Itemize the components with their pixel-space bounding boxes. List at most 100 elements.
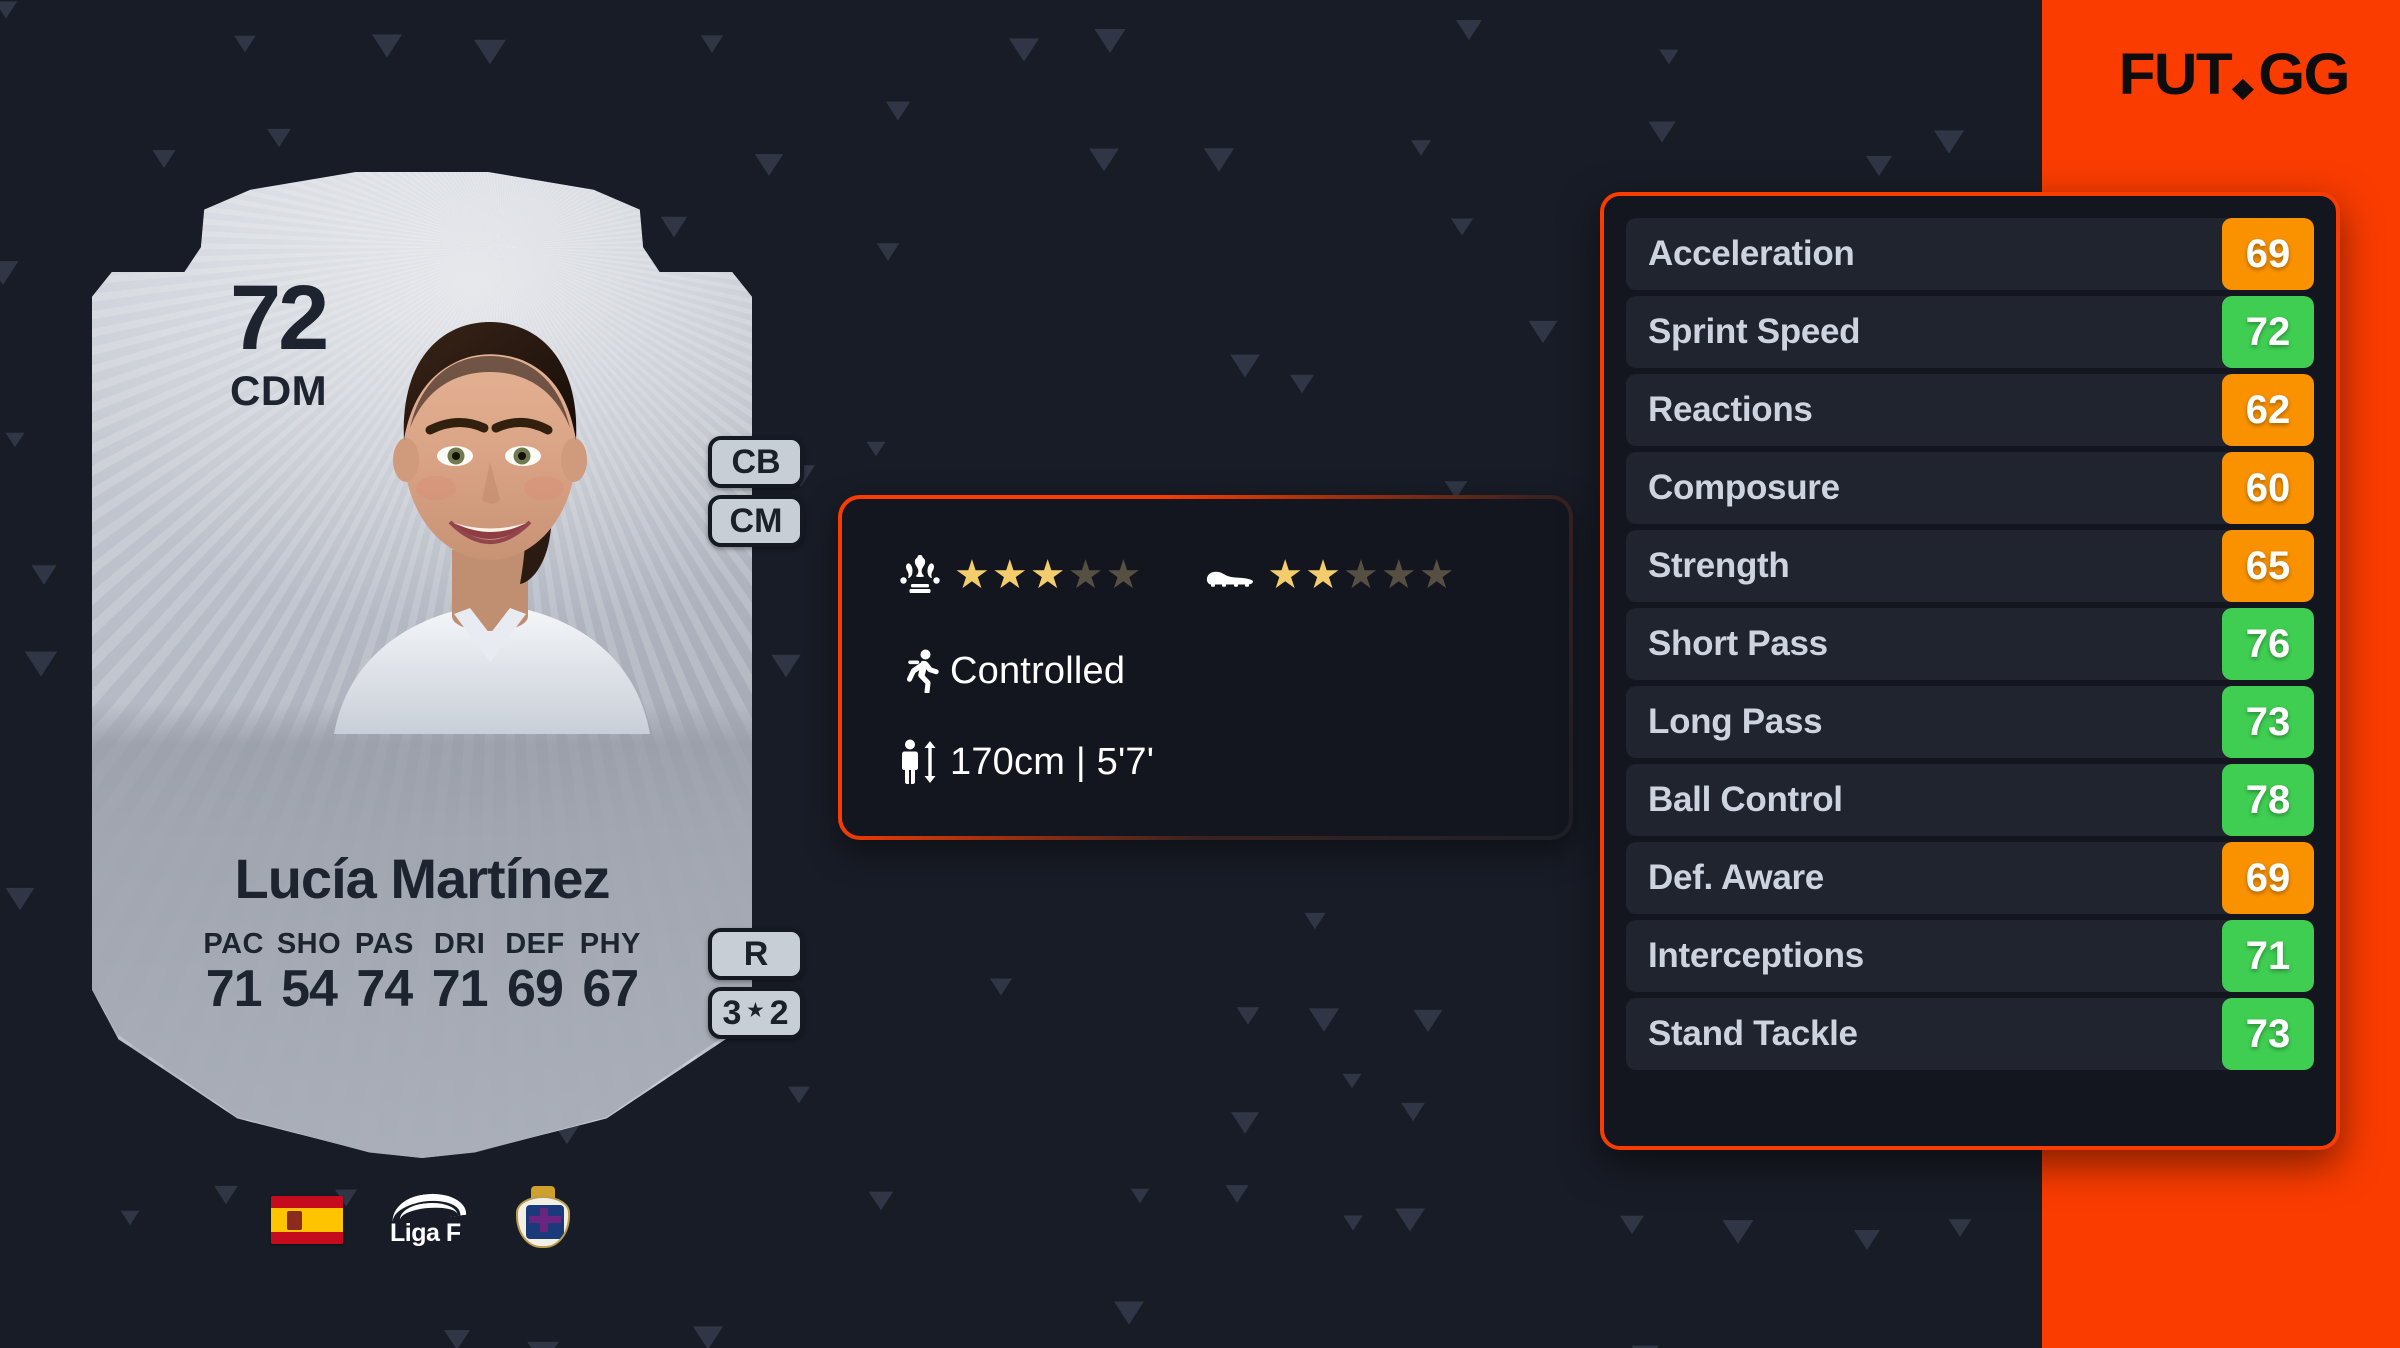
preferred-foot-badge[interactable]: R	[708, 928, 804, 980]
star-icon-filled: ★	[1305, 553, 1344, 597]
table-row[interactable]: Long Pass 73	[1626, 686, 2314, 758]
card-stat-sho: SHO 54	[271, 928, 346, 1017]
logo-diamond-dot-icon	[2231, 78, 2254, 100]
table-row[interactable]: Stand Tackle 73	[1626, 998, 2314, 1070]
triangle-icon	[214, 1185, 239, 1204]
flag-band-bottom	[271, 1232, 343, 1244]
triangle-icon	[5, 432, 25, 448]
triangle-icon	[0, 1, 17, 19]
triangle-icon	[1444, 481, 1468, 500]
triangle-icon	[1204, 148, 1235, 172]
stat-label: Sprint Speed	[1648, 312, 1861, 351]
triangle-icon	[1411, 140, 1432, 156]
stat-label: Long Pass	[1648, 702, 1823, 741]
card-primary-position: CDM	[230, 366, 328, 414]
triangle-icon	[1455, 20, 1482, 41]
card-stat-pac: PAC 71	[196, 928, 271, 1017]
table-row[interactable]: Acceleration 69	[1626, 218, 2314, 290]
star-icon-empty: ★	[1380, 553, 1419, 597]
triangle-icon	[1289, 375, 1314, 394]
triangle-icon	[1722, 1219, 1754, 1244]
card-stat-value: 67	[582, 960, 639, 1018]
triangle-icon	[1094, 28, 1126, 53]
star-icon-empty: ★	[1418, 553, 1457, 597]
card-stat-value: 71	[431, 960, 489, 1018]
liga-f-league-icon[interactable]: Liga F	[385, 1188, 471, 1248]
triangle-icon	[0, 260, 19, 285]
triangle-icon	[1130, 1188, 1150, 1203]
triangle-icon	[444, 1330, 471, 1348]
triangle-icon	[1394, 1208, 1425, 1232]
triangle-icon	[1528, 321, 1558, 344]
stat-label: Strength	[1648, 546, 1790, 585]
spain-flag-icon[interactable]	[271, 1196, 343, 1244]
stat-label: Reactions	[1648, 390, 1813, 429]
table-row[interactable]: Strength 65	[1626, 530, 2314, 602]
star-icon: ★	[747, 999, 765, 1020]
player-card[interactable]: 72 CDM CB CM R 3 ★ 2 Lucía Martínez PAC …	[92, 168, 804, 1248]
height-label: 170cm | 5'7'	[950, 740, 1155, 783]
skill-moves-number: 3	[722, 993, 743, 1032]
stat-value: 65	[2222, 530, 2314, 602]
triangle-icon	[660, 217, 688, 238]
stat-label: Ball Control	[1648, 780, 1843, 819]
triangle-icon	[1414, 1010, 1443, 1033]
triangle-icon	[868, 1191, 894, 1211]
star-icon-empty: ★	[1343, 553, 1381, 597]
triangle-icon	[25, 651, 58, 677]
triangle-icon	[1229, 354, 1260, 378]
card-stat-label: PAS	[354, 928, 414, 960]
table-row[interactable]: Short Pass 76	[1626, 608, 2314, 680]
triangle-icon	[700, 35, 723, 53]
star-icon-empty: ★	[1067, 553, 1106, 597]
weak-foot-number: 2	[769, 993, 790, 1032]
table-row[interactable]: Ball Control 78	[1626, 764, 2314, 836]
futgg-logo[interactable]: FUT GG	[2118, 42, 2350, 107]
stat-value: 78	[2222, 764, 2314, 836]
stat-value: 69	[2222, 218, 2314, 290]
alt-position-badge-2[interactable]: CM	[708, 495, 804, 547]
stat-label: Acceleration	[1648, 234, 1855, 273]
table-row[interactable]: Reactions 62	[1626, 374, 2314, 446]
triangle-icon	[1231, 1112, 1260, 1134]
table-row[interactable]: Interceptions 71	[1626, 920, 2314, 992]
league-name: Liga F	[390, 1219, 461, 1247]
running-figure-icon	[890, 649, 950, 693]
club-crest-icon[interactable]	[513, 1186, 573, 1254]
jester-hat-icon	[890, 555, 950, 595]
table-row[interactable]: Composure 60	[1626, 452, 2314, 524]
card-stat-label: DRI	[433, 928, 486, 960]
triangle-icon	[885, 101, 911, 121]
detailed-stats-panel: Acceleration 69 Sprint Speed 72 Reaction…	[1600, 192, 2340, 1150]
card-crests-row: Liga F	[92, 1186, 752, 1254]
triangle-icon	[1304, 912, 1326, 929]
flag-band-top	[271, 1196, 343, 1208]
triangle-icon	[1114, 1301, 1145, 1325]
weak-foot-stars: ★ ★ ★ ★ ★	[1267, 555, 1456, 595]
stat-value: 71	[2222, 920, 2314, 992]
card-stat-value: 54	[281, 960, 338, 1018]
table-row[interactable]: Def. Aware 69	[1626, 842, 2314, 914]
alt-position-badge-1[interactable]: CB	[708, 436, 804, 488]
triangle-icon	[692, 1326, 723, 1348]
triangle-icon	[1619, 1216, 1644, 1235]
crest-shield-shape	[516, 1196, 570, 1248]
triangle-icon	[527, 1341, 559, 1348]
alternate-positions: CB CM	[708, 436, 804, 547]
table-row[interactable]: Sprint Speed 72	[1626, 296, 2314, 368]
skill-weakfoot-badge[interactable]: 3 ★ 2	[708, 987, 804, 1039]
stat-value: 69	[2222, 842, 2314, 914]
player-portrait	[324, 264, 654, 734]
card-stat-label: PAC	[203, 928, 264, 960]
football-boot-icon	[1199, 562, 1259, 588]
triangle-icon	[1631, 1345, 1659, 1348]
logo-text-fut: FUT	[2118, 42, 2232, 107]
triangle-icon	[1225, 1185, 1249, 1204]
triangle-icon	[267, 129, 292, 148]
flag-band-middle	[271, 1208, 343, 1232]
stat-label: Def. Aware	[1648, 858, 1824, 897]
triangle-icon	[1948, 1219, 1972, 1238]
stat-value: 72	[2222, 296, 2314, 368]
triangle-icon	[474, 39, 507, 65]
card-stat-phy: PHY 67	[573, 928, 648, 1017]
